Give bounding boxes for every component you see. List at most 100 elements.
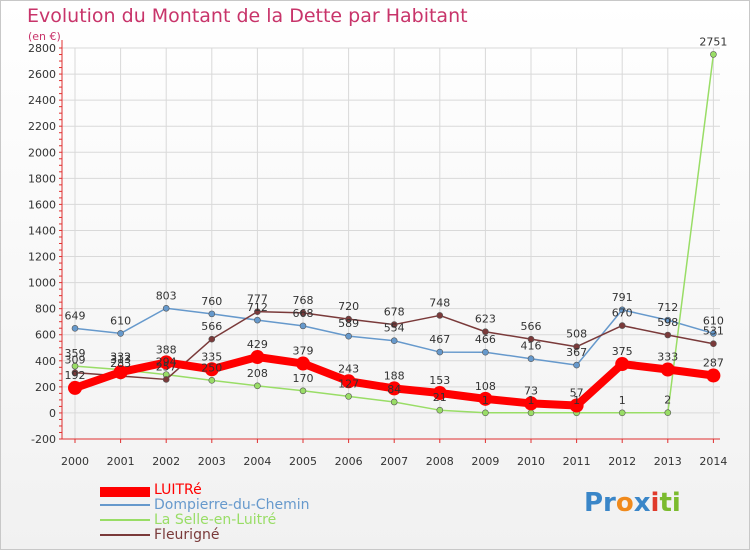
y-tick-label: 1600 [28, 198, 56, 211]
x-tick-label: 2006 [335, 455, 363, 468]
data-point [569, 398, 584, 413]
legend-swatch [100, 487, 150, 497]
y-tick-label: 2600 [28, 68, 56, 81]
data-point [296, 356, 310, 371]
y-tick-label: 600 [35, 329, 56, 342]
data-point [250, 350, 265, 365]
data-point [710, 330, 717, 337]
legend-label: Fleurigné [154, 527, 220, 543]
data-label: 57 [570, 387, 584, 400]
data-point [387, 381, 402, 396]
data-point [482, 348, 489, 356]
data-label: 192 [65, 369, 86, 382]
y-tick-label: 1200 [28, 251, 56, 264]
data-point [478, 391, 493, 406]
data-label: 467 [429, 333, 450, 346]
data-point [390, 398, 398, 406]
x-tick-label: 2013 [654, 455, 682, 468]
data-point [618, 409, 626, 417]
data-label: 610 [703, 314, 724, 327]
data-label: 287 [703, 357, 724, 370]
data-point [208, 310, 216, 318]
data-label: 554 [384, 322, 405, 335]
data-label: 803 [156, 289, 177, 302]
x-tick-label: 2010 [517, 455, 545, 468]
data-point [527, 355, 535, 363]
y-tick-label: 1000 [28, 277, 56, 290]
legend-swatch [100, 504, 150, 506]
data-label: 243 [338, 362, 359, 375]
data-point [710, 340, 717, 348]
data-point [159, 355, 174, 370]
data-point [390, 321, 398, 328]
proxiti-logo: Proxiti [584, 488, 681, 518]
y-tick-label: 2000 [28, 146, 56, 159]
data-label: 712 [247, 301, 268, 314]
data-point [299, 322, 307, 330]
data-point [432, 385, 447, 400]
data-point [117, 330, 124, 337]
data-label: 466 [475, 333, 496, 346]
x-tick-label: 2005 [289, 455, 317, 468]
data-label: 313 [110, 353, 131, 366]
x-tick-label: 2014 [699, 455, 727, 468]
data-label: 294 [156, 356, 177, 369]
data-label: 250 [201, 361, 222, 374]
legend-label: LUITRé [154, 482, 202, 498]
y-tick-label: 1800 [28, 172, 56, 185]
x-tick-label: 2009 [471, 455, 499, 468]
data-point [299, 309, 307, 317]
data-label: 668 [293, 307, 314, 320]
data-point [162, 376, 170, 383]
data-label: 566 [201, 320, 222, 333]
data-point [664, 331, 672, 339]
data-label: 73 [524, 384, 538, 397]
data-label: 748 [429, 296, 450, 309]
data-point [436, 312, 444, 319]
x-tick-label: 2008 [426, 455, 454, 468]
data-point [345, 315, 352, 323]
data-label: 598 [657, 316, 678, 329]
data-label: 1 [482, 394, 489, 407]
data-point [204, 362, 219, 377]
data-point [254, 316, 261, 324]
data-label: 589 [338, 317, 359, 330]
chart-title: Evolution du Montant de la Dette par Hab… [27, 5, 468, 27]
legend-swatch [100, 534, 150, 536]
data-label: 508 [566, 328, 587, 341]
data-point [660, 362, 675, 377]
data-point [113, 365, 128, 380]
data-point [162, 304, 170, 312]
data-point [664, 409, 672, 416]
data-label: 108 [475, 380, 496, 393]
y-tick-label: 2400 [28, 94, 56, 107]
data-label: 367 [566, 346, 587, 359]
data-label: 283 [110, 357, 131, 370]
x-tick-label: 2001 [107, 455, 135, 468]
legend-swatch [100, 519, 150, 521]
data-label: 335 [201, 350, 222, 363]
data-point [527, 409, 535, 417]
data-point [482, 328, 489, 336]
y-tick-label: 2800 [28, 42, 56, 55]
data-point [71, 325, 79, 332]
y-tick-label: 200 [35, 381, 56, 394]
data-point [527, 335, 535, 343]
data-point [254, 382, 261, 390]
data-label: 416 [521, 340, 542, 353]
data-label: 375 [612, 345, 633, 358]
data-point [208, 335, 216, 343]
data-label: 1 [573, 394, 580, 407]
data-label: 720 [338, 300, 359, 313]
data-point [345, 393, 352, 400]
y-tick-label: 2200 [28, 120, 56, 133]
data-label: 768 [293, 294, 314, 307]
y-tick-label: 400 [35, 355, 56, 368]
unit-label: (en €) [28, 30, 61, 43]
y-tick-label: 1400 [28, 224, 56, 237]
data-label: 1 [619, 394, 626, 407]
data-label: 2751 [699, 35, 727, 48]
data-label: 670 [612, 307, 633, 320]
